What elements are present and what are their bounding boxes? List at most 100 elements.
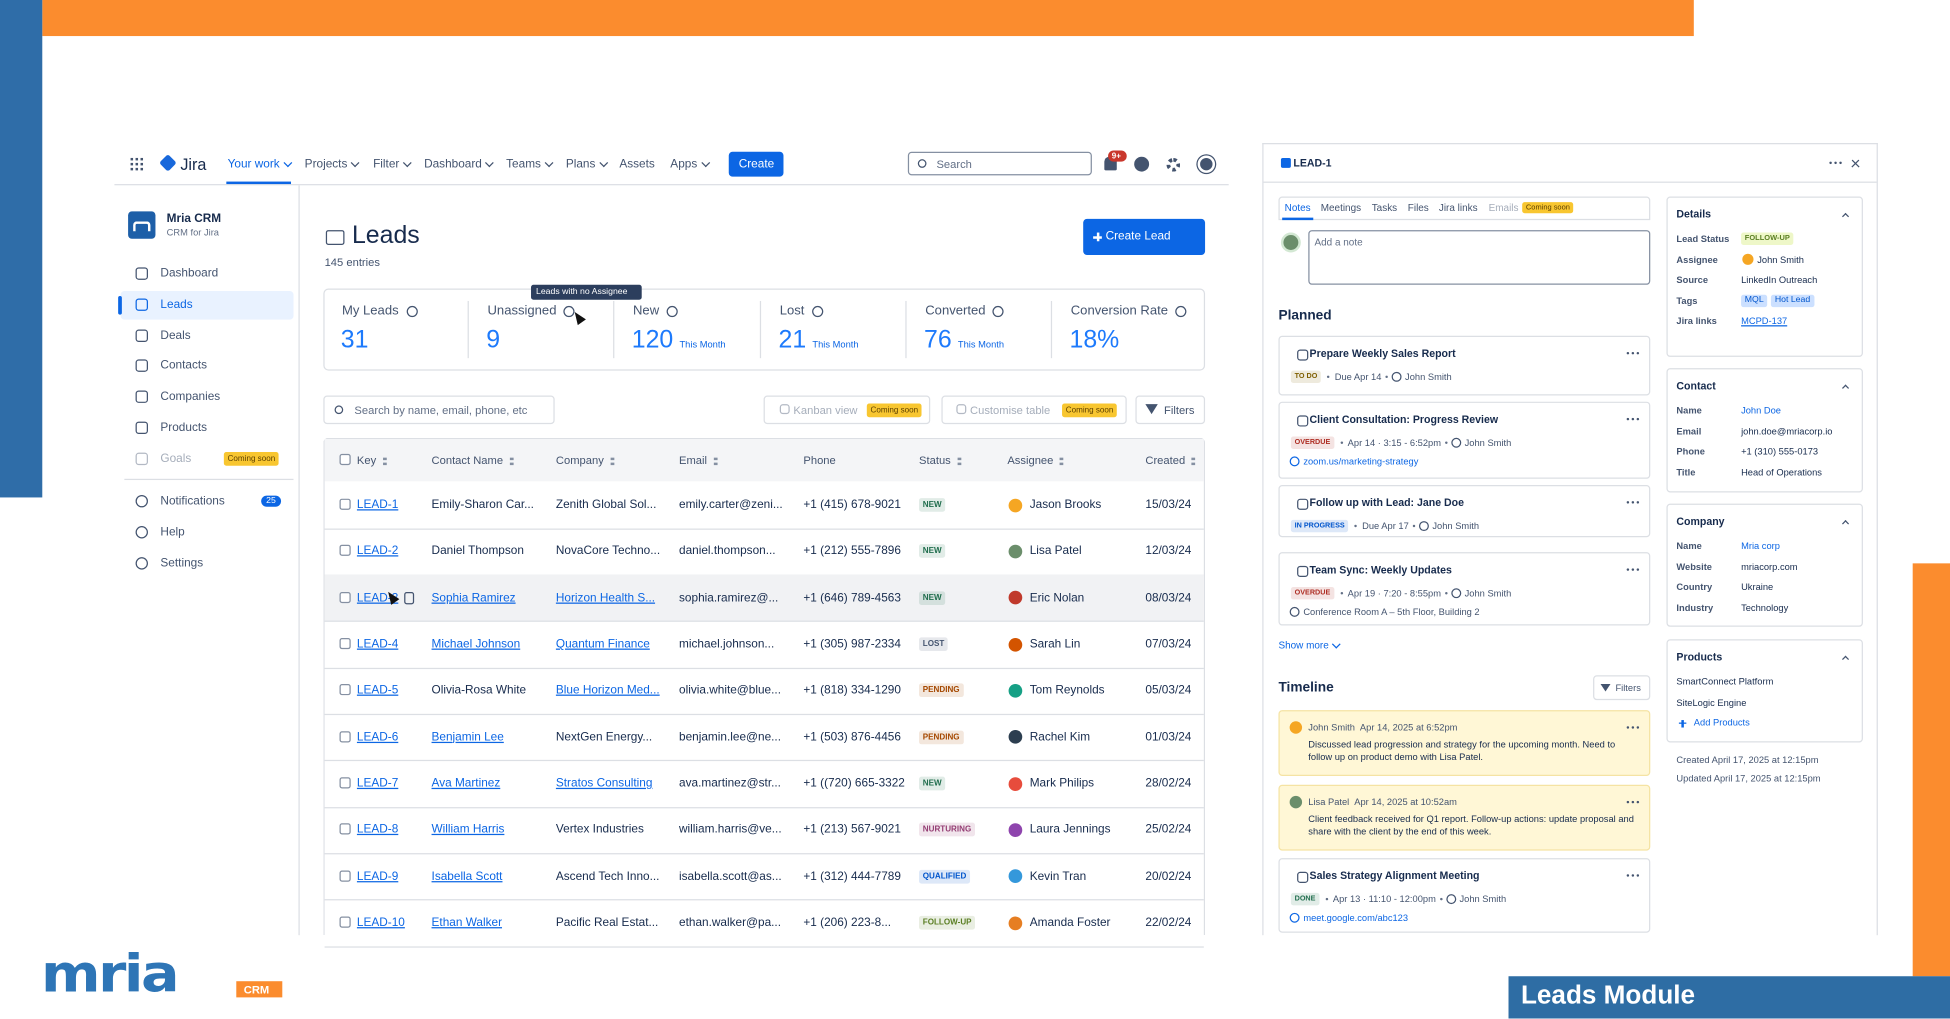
- row-checkbox[interactable]: [339, 870, 351, 882]
- field-value[interactable]: John Doe: [1741, 404, 1781, 416]
- row-checkbox[interactable]: [339, 730, 351, 743]
- note-card: [1278, 710, 1651, 777]
- note-input[interactable]: [1308, 230, 1651, 285]
- task-extra[interactable]: zoom.us/marketing-strategy: [1303, 455, 1419, 467]
- sidebar-item[interactable]: Help: [160, 525, 185, 540]
- nav-item[interactable]: Apps: [670, 157, 710, 171]
- task-title[interactable]: Team Sync: Weekly Updates: [1309, 563, 1452, 576]
- assignee-avatar: [1007, 590, 1022, 605]
- lead-key[interactable]: LEAD-4: [356, 637, 399, 652]
- tab[interactable]: Notes: [1284, 202, 1311, 214]
- column-header[interactable]: Assignee: [1007, 454, 1063, 466]
- sidebar-item[interactable]: Leads: [160, 297, 193, 312]
- lead-key[interactable]: LEAD-10: [356, 916, 405, 930]
- chevron: [700, 158, 710, 168]
- app-switcher-dot: [135, 157, 139, 161]
- chevron: [403, 158, 412, 168]
- contact-name[interactable]: Benjamin Lee: [431, 730, 504, 744]
- company[interactable]: Horizon Health S...: [555, 590, 656, 605]
- sidebar-item[interactable]: Settings: [160, 556, 204, 571]
- nav-item[interactable]: Assets: [619, 157, 655, 171]
- row-checkbox[interactable]: [339, 684, 351, 696]
- company[interactable]: Stratos Consulting: [555, 776, 653, 791]
- company[interactable]: Quantum Finance: [555, 637, 650, 652]
- task-when: Apr 13 · 11:10 - 12:00pm: [1332, 893, 1436, 905]
- contact-name[interactable]: Isabella Scott: [431, 869, 503, 884]
- table-search[interactable]: [323, 395, 555, 425]
- tab[interactable]: Files: [1407, 202, 1429, 214]
- field-value[interactable]: MCPD-137: [1741, 315, 1788, 327]
- column-header[interactable]: Status: [919, 454, 961, 466]
- field-label: Industry: [1676, 602, 1714, 614]
- lead-key[interactable]: LEAD-6: [356, 730, 399, 744]
- field-value[interactable]: Mria corp: [1741, 540, 1780, 552]
- task-title[interactable]: Follow up with Lead: Jane Doe: [1309, 496, 1464, 509]
- contact-name[interactable]: William Harris: [431, 823, 505, 837]
- column-header[interactable]: Email: [679, 454, 717, 466]
- sep-dot: [1325, 897, 1328, 901]
- row-checkbox[interactable]: [339, 638, 351, 650]
- contact-name[interactable]: Ethan Walker: [431, 916, 503, 930]
- column-header[interactable]: Company: [556, 454, 614, 466]
- nav-item[interactable]: Filter: [373, 157, 412, 171]
- show-more[interactable]: Show more: [1278, 640, 1342, 651]
- sidebar-icon: [135, 526, 148, 539]
- company: NovaCore Techno...: [555, 544, 661, 559]
- sidebar-item[interactable]: Contacts: [160, 359, 208, 373]
- timeline-filters[interactable]: [1593, 675, 1651, 701]
- tab[interactable]: Tasks: [1371, 202, 1398, 214]
- row-checkbox[interactable]: [339, 498, 351, 510]
- nav-item[interactable]: Projects: [305, 157, 360, 171]
- contact-name[interactable]: Sophia Ramirez: [431, 590, 516, 605]
- row-checkbox[interactable]: [339, 545, 351, 557]
- lead-key[interactable]: LEAD-8: [356, 823, 399, 837]
- task-when: Apr 14 · 3:15 - 6:52pm: [1347, 437, 1442, 449]
- create-lead-button[interactable]: [1083, 218, 1206, 255]
- assignee-avatar: [1007, 730, 1022, 744]
- status-badge: NEW: [919, 498, 946, 512]
- tab[interactable]: Jira links: [1438, 202, 1478, 214]
- row-checkbox[interactable]: [339, 823, 351, 836]
- status-badge: PENDING: [919, 730, 964, 744]
- assignee-avatar: [1007, 683, 1022, 698]
- filters-button[interactable]: [1135, 395, 1206, 425]
- sidebar-item[interactable]: Notifications: [160, 494, 225, 509]
- task-extra[interactable]: meet.google.com/abc123: [1303, 912, 1409, 924]
- lead-key[interactable]: LEAD-5: [356, 683, 399, 698]
- sidebar-item[interactable]: Dashboard: [160, 266, 219, 281]
- nav-item[interactable]: Plans: [566, 157, 608, 171]
- coming-soon-badge: Coming soon: [1522, 202, 1574, 214]
- row-checkbox[interactable]: [339, 777, 351, 789]
- search-box[interactable]: [907, 151, 1092, 176]
- sidebar-item[interactable]: Deals: [160, 328, 191, 343]
- nav-item[interactable]: Teams: [506, 157, 554, 171]
- company[interactable]: Blue Horizon Med...: [555, 683, 660, 698]
- column-header[interactable]: Contact Name: [432, 454, 513, 466]
- lead-key[interactable]: LEAD-7: [356, 776, 399, 791]
- lead-key[interactable]: LEAD-1: [356, 498, 399, 512]
- contact-name[interactable]: Michael Johnson: [431, 637, 521, 652]
- field-avatar: [1741, 253, 1753, 266]
- create-label: Create: [738, 157, 775, 171]
- sidebar-item[interactable]: Products: [160, 420, 208, 435]
- nav-item[interactable]: Your work: [228, 157, 293, 171]
- task-title[interactable]: Prepare Weekly Sales Report: [1309, 346, 1456, 360]
- row-checkbox[interactable]: [339, 916, 351, 928]
- task-title[interactable]: Sales Strategy Alignment Meeting: [1309, 869, 1480, 882]
- lead-key[interactable]: LEAD-9: [356, 869, 399, 884]
- task-title[interactable]: Client Consultation: Progress Review: [1309, 412, 1499, 426]
- create-button[interactable]: [728, 151, 784, 177]
- lead-key[interactable]: LEAD-2: [356, 544, 399, 559]
- column-header[interactable]: Created: [1145, 454, 1195, 466]
- sidebar-item[interactable]: Companies: [160, 390, 221, 404]
- tab[interactable]: Meetings: [1320, 202, 1362, 214]
- nav-item[interactable]: Dashboard: [424, 157, 495, 171]
- column-header[interactable]: Key: [357, 454, 386, 466]
- section-box: [1666, 368, 1863, 493]
- created: 25/02/24: [1145, 823, 1192, 837]
- contact-name[interactable]: Ava Martinez: [431, 776, 501, 791]
- add-products[interactable]: Add Products: [1693, 716, 1750, 729]
- row-checkbox[interactable]: [339, 591, 351, 603]
- lead-key[interactable]: LEAD-3: [356, 590, 399, 605]
